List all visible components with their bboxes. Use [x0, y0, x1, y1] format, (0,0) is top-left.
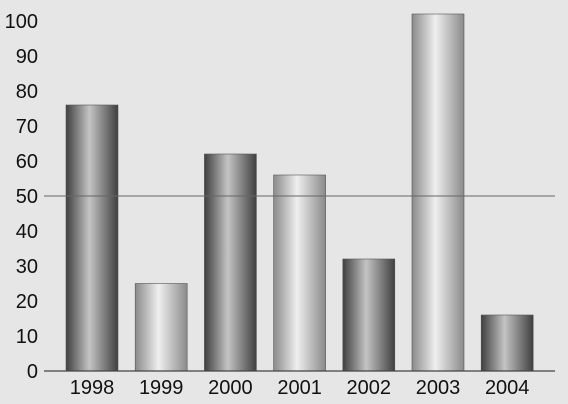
- bar-1998: [65, 104, 119, 372]
- x-tick-label: 2001: [277, 377, 322, 399]
- x-tick-label: 1999: [139, 377, 184, 399]
- bar-2000: [204, 153, 257, 372]
- x-axis-ticks: 1998 1999 2000 2001 2002 2003 2004: [70, 377, 530, 399]
- y-tick-label: 0: [27, 361, 38, 383]
- y-tick-label: 40: [16, 221, 38, 243]
- y-tick-label: 80: [16, 81, 38, 103]
- bars: [65, 13, 534, 372]
- y-tick-label: 10: [16, 326, 38, 348]
- bar-2002: [342, 258, 396, 372]
- y-tick-label: 90: [16, 46, 38, 68]
- y-tick-label: 100: [5, 11, 38, 33]
- x-tick-label: 2000: [208, 377, 253, 399]
- x-tick-label: 2002: [347, 377, 392, 399]
- bar-2001: [273, 174, 326, 372]
- x-tick-label: 2003: [416, 377, 461, 399]
- bar-1999: [134, 283, 188, 372]
- y-tick-label: 70: [16, 116, 38, 138]
- y-tick-label: 30: [16, 256, 38, 278]
- x-tick-label: 2004: [485, 377, 530, 399]
- y-tick-label: 20: [16, 291, 38, 313]
- y-tick-label: 50: [16, 186, 38, 208]
- bar-2003: [411, 13, 465, 372]
- y-tick-label: 60: [16, 151, 38, 173]
- y-axis-ticks: 0 10 20 30 40 50 60 70 80 90 100: [5, 11, 38, 383]
- bar-2004: [480, 314, 534, 372]
- x-tick-label: 1998: [70, 377, 115, 399]
